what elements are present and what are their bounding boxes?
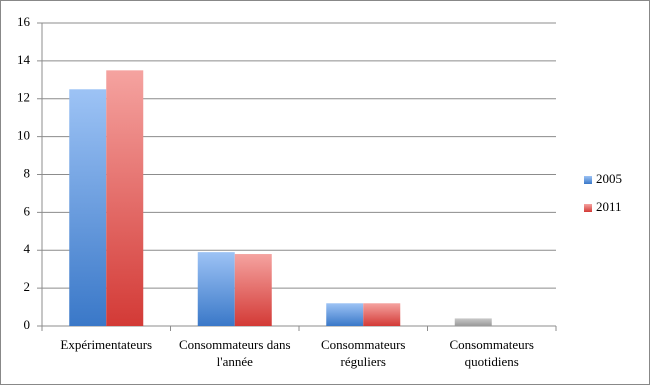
x-tick-label: Consommateurs dans l'année [178,337,291,369]
legend-swatch [584,204,592,212]
y-tick-label: 0 [24,317,31,332]
bar [454,318,492,326]
y-tick-label: 16 [17,14,31,29]
x-tick-label: Consommateurs quotidiens [449,337,535,369]
y-tick-label: 4 [24,241,31,256]
x-tick-label: Expérimentateurs [60,337,153,352]
bar [234,254,272,326]
y-tick-label: 2 [24,279,31,294]
bar [363,303,401,326]
bar [197,252,235,326]
y-tick-label: 6 [24,203,31,218]
legend-label: 2011 [596,199,622,214]
bar [69,89,107,326]
bar [326,303,364,326]
y-tick-label: 10 [17,128,30,143]
x-tick-label: Consommateurs réguliers [321,337,406,369]
bar [106,70,144,326]
y-tick-label: 14 [17,52,31,67]
legend-label: 2005 [596,171,622,186]
legend-swatch [584,176,592,184]
y-tick-label: 8 [24,165,31,180]
y-tick-label: 12 [17,90,30,105]
